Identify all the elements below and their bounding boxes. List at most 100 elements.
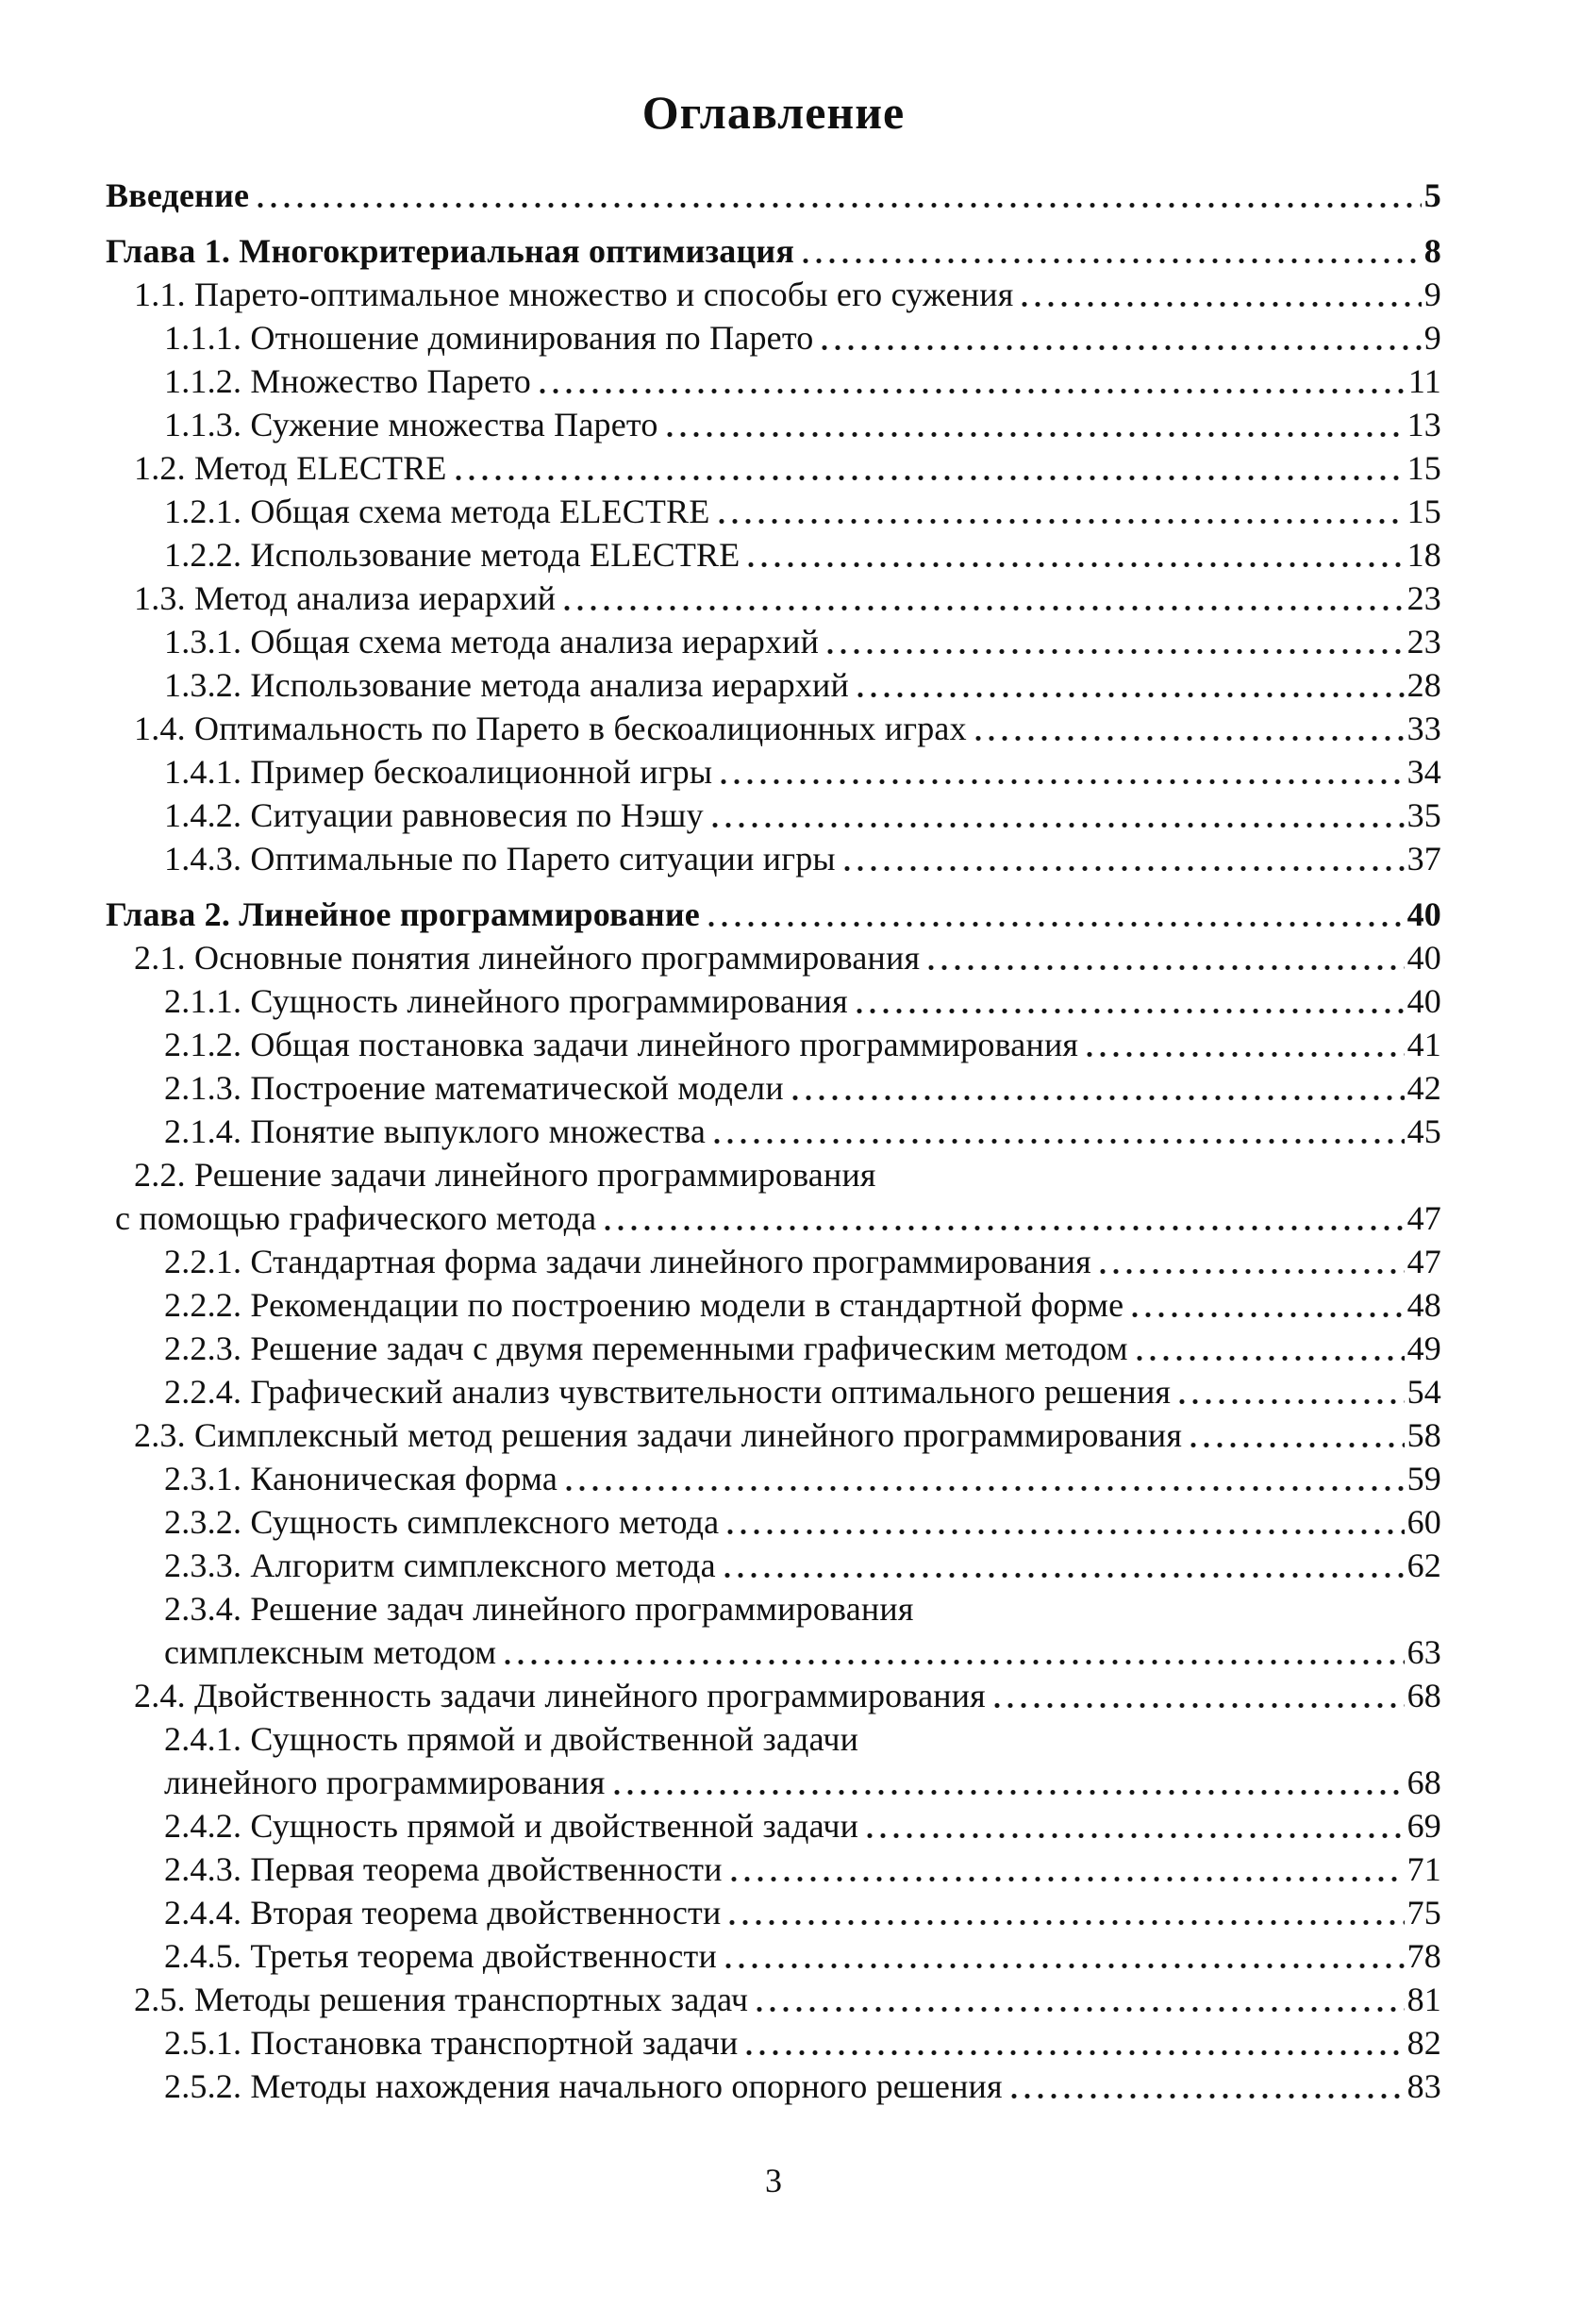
- toc-entry-label: 2.1.4. Понятие выпуклого множества: [164, 1112, 707, 1150]
- toc-entry-label: 2.4.2. Сущность прямой и двойственной за…: [164, 1807, 859, 1845]
- toc-row: 2.1.2. Общая постановка задачи линейного…: [106, 1023, 1441, 1066]
- toc-row: 1.1.2. Множество Парето 11: [106, 359, 1441, 403]
- toc-row: 2.1.3. Построение математической модели …: [106, 1066, 1441, 1110]
- dot-leader: [704, 918, 1405, 928]
- toc-entry-page: 11: [1407, 362, 1441, 400]
- toc-entry-page: 9: [1423, 319, 1441, 357]
- toc-entry-label: 2.2.4. Графический анализ чувствительнос…: [164, 1373, 1172, 1411]
- toc-row: 2.3.4. Решение задач линейного программи…: [106, 1587, 1441, 1630]
- toc-entry-label: 2.2.1. Стандартная форма задачи линейног…: [164, 1243, 1091, 1280]
- toc-entry-page: 13: [1406, 406, 1441, 443]
- toc-entry-label: 2.4. Двойственность задачи линейного про…: [134, 1677, 986, 1714]
- dot-leader: [971, 732, 1405, 742]
- toc-entry-label: 1.4.2. Ситуации равновесия по Нэшу: [164, 796, 704, 834]
- toc-row: 1.3. Метод анализа иерархий 23: [106, 577, 1441, 620]
- dot-leader: [863, 1830, 1405, 1839]
- toc-row: 1.3.2. Использование метода анализа иера…: [106, 663, 1441, 707]
- toc-entry-label: 1.4.3. Оптимальные по Парето ситуации иг…: [164, 840, 836, 878]
- toc-entry-label: 2.4.5. Третья теорема двойственности: [164, 1937, 717, 1975]
- toc-entry-page: 63: [1406, 1633, 1441, 1671]
- dot-leader: [720, 1569, 1405, 1579]
- dot-leader: [799, 255, 1422, 264]
- toc-entry-label: 2.4.4. Вторая теорема двойственности: [164, 1894, 722, 1931]
- toc-row: 2.4.5. Третья теорема двойственности 78: [106, 1934, 1441, 1978]
- toc-entry-label: 2.1.2. Общая постановка задачи линейного…: [164, 1026, 1079, 1063]
- toc-row: 1.1.3. Сужение множества Парето 13: [106, 403, 1441, 446]
- toc-row: 2.2. Решение задачи линейного программир…: [106, 1153, 1441, 1196]
- toc-entry-label: 2.3.1. Каноническая форма: [164, 1460, 558, 1497]
- toc-entry-page: 40: [1406, 939, 1441, 977]
- toc-entry-label: 2.4.1. Сущность прямой и двойственной за…: [164, 1720, 859, 1758]
- dot-leader: [853, 689, 1405, 698]
- dot-leader: [707, 819, 1405, 828]
- dot-leader: [818, 342, 1422, 351]
- toc-row: 2.4.2. Сущность прямой и двойственной за…: [106, 1804, 1441, 1847]
- toc-entry-label: 1.1.3. Сужение множества Парето: [164, 406, 658, 443]
- dot-leader: [824, 645, 1405, 655]
- toc-entry-page: 75: [1406, 1894, 1441, 1931]
- toc-row: 2.4.4. Вторая теорема двойственности 75: [106, 1891, 1441, 1934]
- toc-entry-page: 69: [1406, 1807, 1441, 1845]
- toc-entry-label: 2.1.1. Сущность линейного программирован…: [164, 982, 848, 1020]
- toc-row: 2.5.2. Методы нахождения начального опор…: [106, 2065, 1441, 2108]
- dot-leader: [451, 472, 1405, 481]
- toc-entry-label: 1.3.2. Использование метода анализа иера…: [164, 666, 849, 704]
- toc-entry-page: 35: [1406, 796, 1441, 834]
- toc-entry-label: 2.3.4. Решение задач линейного программи…: [164, 1590, 914, 1628]
- dot-leader: [1175, 1396, 1405, 1405]
- toc-row: 1.3.1. Общая схема метода анализа иерарх…: [106, 620, 1441, 663]
- toc-row: 2.3.2. Сущность симплексного метода 60: [106, 1500, 1441, 1544]
- dot-leader: [1095, 1265, 1405, 1275]
- toc-row: 2.5. Методы решения транспортных задач 8…: [106, 1978, 1441, 2021]
- dot-leader: [562, 1482, 1405, 1492]
- dot-leader: [924, 961, 1405, 971]
- toc-entry-page: 58: [1406, 1416, 1441, 1454]
- toc-entry-page: 49: [1406, 1329, 1441, 1367]
- toc-row: симплексным методом 63: [106, 1630, 1441, 1674]
- toc-entry-page: 23: [1406, 579, 1441, 617]
- toc-entry-label: 2.1.3. Построение математической модели: [164, 1069, 784, 1107]
- toc-entry-label: Глава 1. Многокритериальная оптимизация: [106, 232, 795, 270]
- toc-entry-page: 48: [1406, 1286, 1441, 1324]
- dot-leader: [725, 1916, 1405, 1926]
- dot-leader: [254, 199, 1422, 209]
- toc-entry-label: 1.1.1. Отношение доминирования по Парето: [164, 319, 814, 357]
- toc-entry-page: 68: [1406, 1764, 1441, 1801]
- dot-leader: [714, 515, 1405, 525]
- toc-entry-page: 15: [1406, 493, 1441, 530]
- toc-entry-label: 2.5. Методы решения транспортных задач: [134, 1981, 749, 2018]
- dot-leader: [1007, 2090, 1405, 2099]
- toc-row: 2.1.4. Понятие выпуклого множества 45: [106, 1110, 1441, 1153]
- toc-row: 1.4. Оптимальность по Парето в бескоалиц…: [106, 707, 1441, 750]
- dot-leader: [1187, 1439, 1405, 1448]
- toc-entry-label: 2.3.2. Сущность симплексного метода: [164, 1503, 720, 1541]
- toc-entry-page: 59: [1406, 1460, 1441, 1497]
- toc-entry-page: 42: [1406, 1069, 1441, 1107]
- toc-entry-label: 2.1. Основные понятия линейного программ…: [134, 939, 921, 977]
- dot-leader: [609, 1786, 1405, 1796]
- toc-entry-page: 9: [1423, 276, 1441, 313]
- toc-entry-label: 1.4.1. Пример бескоалиционной игры: [164, 753, 713, 791]
- page-title: Оглавление: [641, 86, 906, 139]
- toc-row: Введение 5: [106, 174, 1441, 217]
- toc-row: 1.1. Парето-оптимальное множество и спос…: [106, 273, 1441, 316]
- toc-entry-label: с помощью графического метода: [115, 1199, 597, 1237]
- toc-entry-label: 2.5.2. Методы нахождения начального опор…: [164, 2067, 1003, 2105]
- toc-row: 2.4.1. Сущность прямой и двойственной за…: [106, 1717, 1441, 1761]
- toc-row: 1.4.2. Ситуации равновесия по Нэшу 35: [106, 794, 1441, 837]
- toc-row: Глава 1. Многокритериальная оптимизация …: [106, 229, 1441, 273]
- toc-entry-label: Введение: [106, 176, 250, 214]
- dot-leader: [710, 1135, 1405, 1145]
- toc-row: 2.1.1. Сущность линейного программирован…: [106, 979, 1441, 1023]
- toc-entry-label: 1.1. Парето-оптимальное множество и спос…: [134, 276, 1014, 313]
- toc-entry-page: 40: [1406, 982, 1441, 1020]
- toc-row: 1.2. Метод ELECTRE 15: [106, 446, 1441, 490]
- toc-row: 2.2.3. Решение задач с двумя переменными…: [106, 1327, 1441, 1370]
- toc-entry-page: 8: [1423, 232, 1441, 270]
- toc-entry-label: 1.2.2. Использование метода ELECTRE: [164, 536, 741, 574]
- footer-page-number: 3: [765, 2162, 782, 2199]
- toc-entry-page: 83: [1406, 2067, 1441, 2105]
- dot-leader: [1132, 1352, 1405, 1362]
- toc-entry-page: 28: [1406, 666, 1441, 704]
